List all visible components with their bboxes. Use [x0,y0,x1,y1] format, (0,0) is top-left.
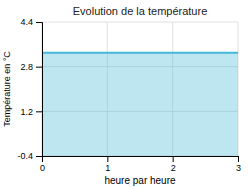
tick-mark [36,67,42,68]
tick-label: -0.4 [17,151,33,161]
tick: 2.8 [20,62,42,72]
chart: 0 1 2 3 -0.4 1.2 2.8 4.4 Evolution de la tempéra… [0,0,250,188]
tick-mark [36,111,42,112]
tick-label: 2.8 [20,62,33,72]
tick: 2 [171,156,176,173]
grid [42,22,238,156]
tick: 0 [40,156,45,173]
axis-line [36,23,43,157]
area [42,53,238,156]
tick: 4.4 [20,17,42,27]
grid-line-y [42,22,238,23]
tick-mark [107,156,108,162]
line [42,52,238,54]
tick-mark [36,22,42,23]
tick-label: 1 [105,163,110,173]
tick: -0.4 [17,151,42,161]
tick-label: 2 [171,163,176,173]
tick-label: 3 [236,163,241,173]
y-axis-title: Température en °C [2,51,12,127]
tick: 1.2 [20,107,42,117]
tick: 1 [105,156,110,173]
marks [42,53,238,156]
tick-label: 1.2 [20,107,33,117]
x-axis-title: heure par heure [104,175,176,186]
y-axis: -0.4 1.2 2.8 4.4 [17,17,42,161]
x-axis: 0 1 2 3 [40,156,241,173]
tick-mark [238,156,239,162]
title: Evolution de la température [73,5,208,17]
tick-label: 0 [40,163,45,173]
tick-mark [173,156,174,162]
axis-line [43,157,239,163]
tick-label: 4.4 [20,17,33,27]
tick-mark [36,156,42,157]
tick: 3 [236,156,241,173]
plot: 0 1 2 3 -0.4 1.2 2.8 4.4 [17,17,241,173]
